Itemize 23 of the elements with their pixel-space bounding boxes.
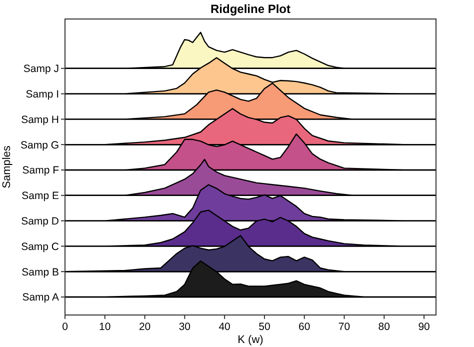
y-axis-title: Samp H xyxy=(21,114,59,126)
x-tick-label: 10 xyxy=(99,321,111,333)
y-axis-title: Samp F xyxy=(22,164,59,177)
y-axis-title: Samp J xyxy=(23,63,59,76)
y-axis-title: Samp A xyxy=(22,292,59,304)
x-tick-label: 40 xyxy=(218,321,231,333)
x-tick-label: 60 xyxy=(298,321,310,333)
y-axis-title: Samp B xyxy=(22,266,59,278)
y-axis-title: Samp E xyxy=(22,190,59,202)
y-axis-title: Samp C xyxy=(21,240,60,253)
x-axis-title: K (w) xyxy=(238,334,264,346)
y-axis-title: Samp I xyxy=(26,88,59,100)
x-tick-label: 80 xyxy=(378,321,390,333)
y-axis-title: Samp G xyxy=(20,139,59,152)
x-tick-label: 20 xyxy=(138,321,151,333)
x-tick-label: 30 xyxy=(178,321,191,333)
y-axis-title: Samp D xyxy=(21,215,60,228)
chart-title: Ridgeline Plot xyxy=(210,2,291,16)
x-tick-label: 0 xyxy=(62,321,68,333)
x-tick-label: 70 xyxy=(338,321,350,333)
x-tick-label: 90 xyxy=(418,321,430,333)
x-tick-label: 50 xyxy=(258,321,270,333)
text: Samples xyxy=(1,145,13,188)
